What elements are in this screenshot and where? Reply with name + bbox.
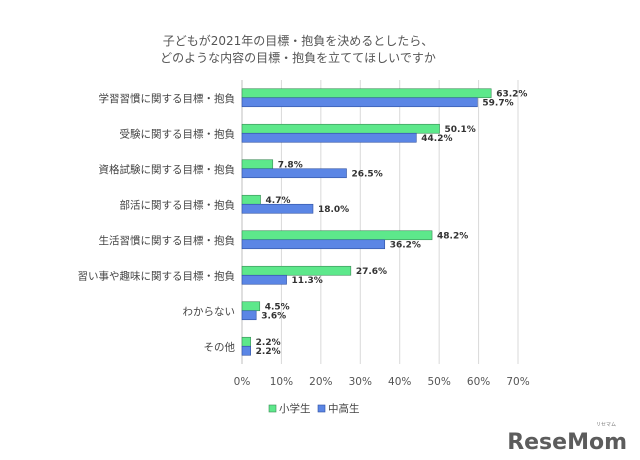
x-axis-ticks: 0% 10% 20% 30% 40% 50% 60% 70% — [234, 376, 530, 388]
watermark-text: ReseMom — [507, 430, 627, 455]
category-label: 資格試験に関する目標・抱負 — [99, 163, 236, 176]
legend-swatch-secondary — [317, 404, 326, 413]
x-tick-label: 50% — [427, 376, 450, 388]
category-label: 部活に関する目標・抱負 — [120, 198, 236, 211]
chart-title-line-1: 子どもが2021年の目標・抱負を決めるとしたら、 — [163, 33, 434, 48]
x-tick-label: 0% — [234, 376, 251, 388]
bar-elementary — [241, 301, 261, 312]
value-label: 4.5% — [265, 302, 290, 312]
value-label: 27.6% — [356, 267, 387, 277]
x-tick-label: 40% — [388, 376, 411, 388]
bar-elementary — [241, 123, 440, 134]
bar-elementary — [241, 230, 433, 241]
category-label: 生活習慣に関する目標・抱負 — [99, 234, 236, 247]
bar-secondary — [241, 168, 347, 179]
x-tick-label: 10% — [270, 376, 293, 388]
legend: 小学生 中高生 — [268, 402, 360, 415]
bar-elementary — [241, 159, 274, 170]
legend-label-elementary: 小学生 — [279, 402, 311, 415]
chart-title-line-2: どのような内容の目標・抱負を立ててほしいですか — [160, 50, 436, 65]
value-label: 48.2% — [437, 231, 468, 241]
category-label: その他 — [204, 340, 236, 353]
value-label: 63.2% — [496, 89, 527, 99]
watermark-ruby: リセマム — [596, 422, 616, 428]
category-labels: 学習習慣に関する目標・抱負受験に関する目標・抱負資格試験に関する目標・抱負部活に… — [78, 92, 236, 354]
watermark-logo: リセマム ReseMom — [507, 422, 627, 455]
x-tick-label: 60% — [467, 376, 490, 388]
category-label: わからない — [183, 306, 236, 318]
category-label: 受験に関する目標・抱負 — [120, 127, 236, 140]
bar-secondary — [241, 274, 287, 285]
x-tick-label: 20% — [309, 376, 332, 388]
legend-label-secondary: 中高生 — [328, 402, 360, 415]
bar-elementary — [241, 336, 251, 347]
category-label: 習い事や趣味に関する目標・抱負 — [78, 269, 236, 282]
value-label: 44.2% — [421, 134, 452, 144]
bar-elementary — [241, 88, 492, 99]
value-label: 2.2% — [256, 338, 281, 348]
value-label: 36.2% — [390, 240, 421, 250]
bar-elementary — [241, 194, 261, 205]
bar-secondary — [241, 239, 386, 250]
x-tick-label: 70% — [506, 376, 529, 388]
value-label: 18.0% — [318, 205, 349, 215]
bar-secondary — [241, 132, 417, 143]
legend-swatch-elementary — [268, 404, 277, 413]
category-label: 学習習慣に関する目標・抱負 — [99, 92, 236, 105]
gridlines — [241, 80, 519, 364]
value-label: 26.5% — [351, 169, 382, 179]
value-label: 4.7% — [266, 196, 291, 206]
bar-elementary — [241, 265, 352, 276]
value-label: 7.8% — [278, 160, 303, 170]
bar-secondary — [241, 345, 251, 356]
bar-secondary — [241, 97, 478, 108]
bars: 63.2%59.7% 50.1%44.2% 7.8% 26.5% 4.7% 18.0% 48… — [241, 88, 527, 357]
value-label: 50.1% — [445, 125, 476, 135]
bar-secondary — [241, 310, 257, 321]
x-tick-label: 30% — [349, 376, 372, 388]
value-label: 11.3% — [292, 276, 323, 286]
value-label: 59.7% — [482, 98, 513, 108]
bar-secondary — [241, 203, 314, 214]
value-label: 3.6% — [261, 311, 286, 321]
value-label: 2.2% — [256, 347, 281, 357]
chart-title: 子どもが2021年の目標・抱負を決めるとしたら、 どのような内容の目標・抱負を立… — [160, 33, 436, 65]
